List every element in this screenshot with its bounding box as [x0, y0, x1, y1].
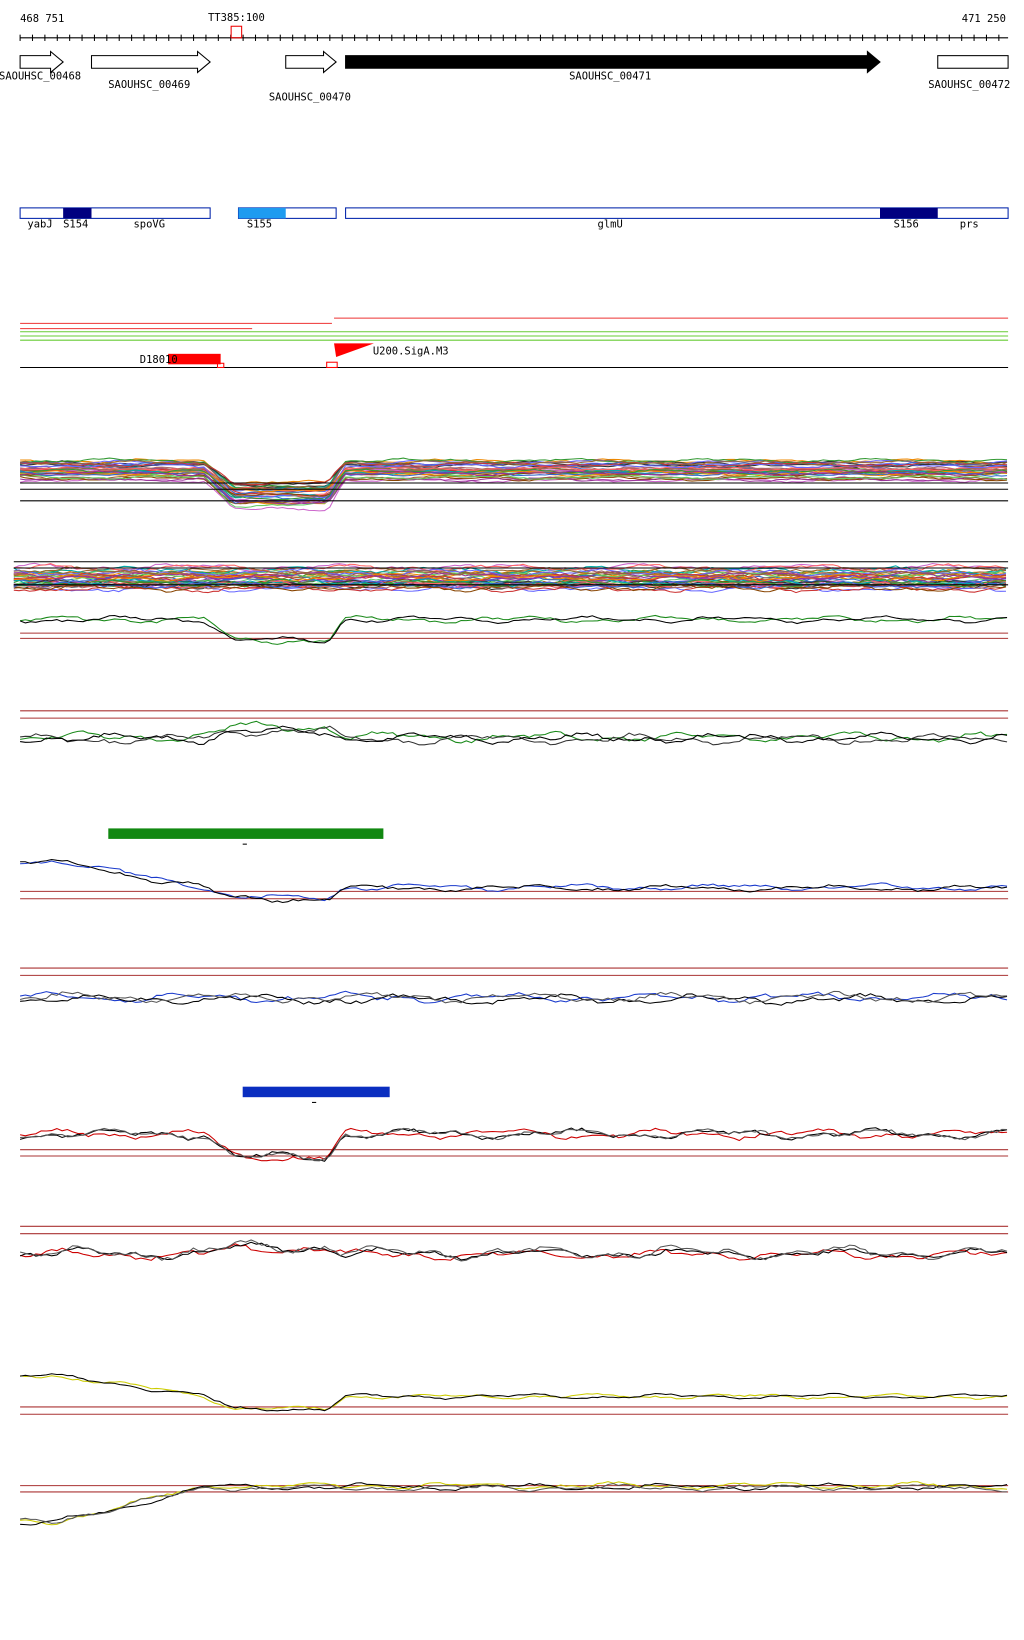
region-bar — [108, 828, 384, 839]
feature-label: spoVG — [133, 219, 165, 231]
profile-line — [13, 583, 1007, 593]
profile-line — [13, 565, 1007, 575]
profile-line — [20, 459, 1008, 491]
profile-line — [19, 990, 1008, 1005]
site-track — [20, 317, 1009, 369]
profile-line — [20, 858, 1008, 904]
feature-label: S155 — [247, 219, 272, 231]
profile-line — [20, 614, 1008, 645]
profile-line — [20, 720, 1008, 744]
feature-label: prs — [960, 219, 979, 231]
profile-line — [13, 573, 1007, 583]
profile-line — [13, 570, 1007, 581]
profile-line — [20, 1482, 1008, 1526]
marker — [230, 25, 243, 39]
gene-label: SAOUHSC_00470 — [269, 92, 351, 104]
ruler-ticks — [19, 34, 1000, 41]
gene-label: SAOUHSC_00468 — [0, 71, 81, 83]
profile-line — [19, 614, 1008, 644]
site-label: U200.SigA.M3 — [373, 346, 449, 358]
profile-line — [20, 470, 1008, 505]
feature-block — [238, 207, 286, 219]
profile-line — [13, 584, 1007, 594]
region-bar — [242, 1086, 390, 1098]
gene-arrow — [19, 50, 64, 74]
profile-line — [20, 725, 1008, 746]
gene-arrow — [90, 50, 211, 74]
profile-line — [20, 471, 1008, 504]
profile-line — [20, 992, 1008, 1006]
profile-line — [20, 457, 1008, 490]
profile-line — [20, 1483, 1008, 1524]
profile-line — [20, 1127, 1008, 1162]
gene-label: SAOUHSC_00471 — [569, 71, 651, 83]
feature — [19, 207, 211, 219]
feature-label: S156 — [894, 219, 919, 231]
gene-box — [937, 55, 1009, 69]
profile-line — [19, 475, 1008, 505]
profile-line — [20, 1375, 1008, 1411]
profile-line — [13, 567, 1007, 577]
profile-line — [20, 476, 1008, 505]
profile-line — [20, 990, 1008, 1004]
gene-label: SAOUHSC_00469 — [108, 79, 190, 91]
feature — [345, 207, 1009, 219]
feature-block — [63, 207, 92, 219]
profile-line — [20, 725, 1008, 746]
start-coordinate: 468 751 — [20, 13, 64, 25]
gene-label: SAOUHSC_00472 — [928, 79, 1010, 91]
feature-label: S154 — [63, 219, 88, 231]
profile-line — [19, 1241, 1008, 1261]
profile-line — [20, 1373, 1008, 1412]
end-coordinate: 471 250 — [962, 13, 1006, 25]
profile-line — [20, 461, 1008, 486]
profile-line — [20, 860, 1008, 902]
profile-line — [20, 468, 1008, 501]
gene-arrow — [345, 50, 881, 74]
site-label: D18010 — [140, 354, 178, 366]
profile-line — [13, 562, 1007, 573]
profile-line — [19, 1239, 1008, 1262]
feature-label: glmU — [598, 219, 623, 231]
gene-arrow — [285, 50, 337, 74]
marker-label: TT385:100 — [208, 12, 265, 24]
profile-line — [20, 474, 1008, 508]
feature-label: yabJ — [27, 219, 52, 231]
profile-line — [13, 572, 1007, 582]
feature-block — [880, 207, 938, 219]
profile-line — [20, 474, 1008, 505]
profiles — [13, 457, 1009, 1526]
